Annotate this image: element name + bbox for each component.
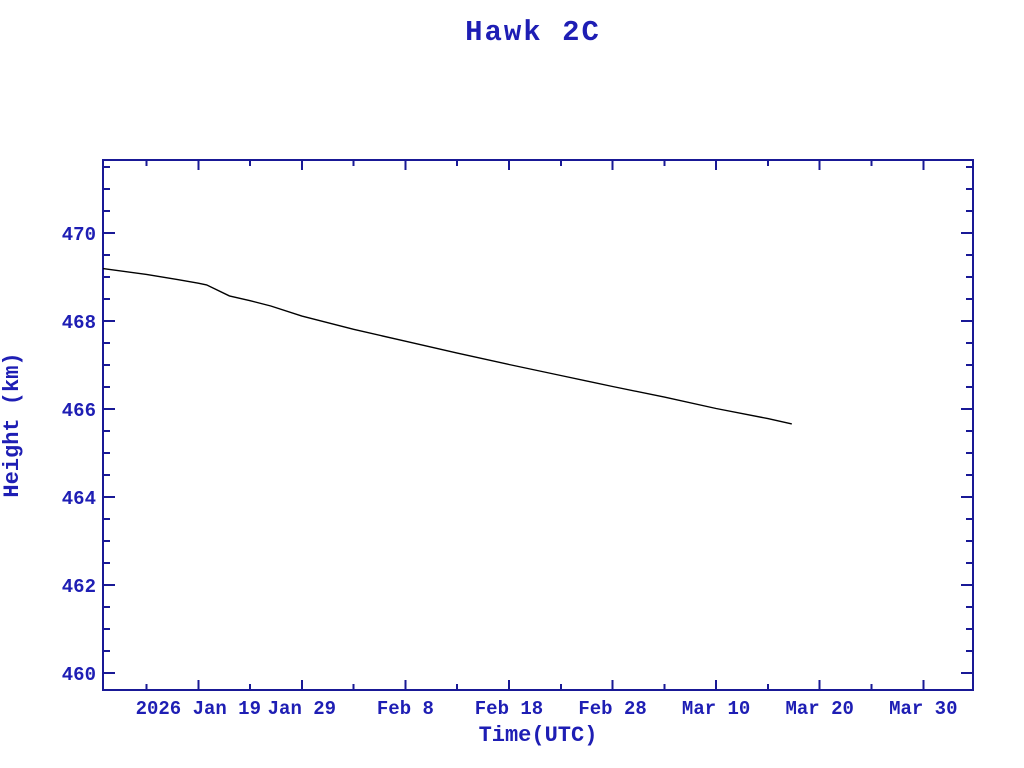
y-tick-label: 464	[62, 488, 96, 510]
x-tick-label: Feb 28	[578, 698, 646, 720]
y-tick-label: 466	[62, 400, 96, 422]
x-axis-title: Time(UTC)	[479, 723, 598, 748]
y-tick-label: 460	[62, 664, 96, 686]
x-tick-label: Feb 18	[475, 698, 543, 720]
x-tick-label: Mar 10	[682, 698, 750, 720]
axis-ticks	[103, 160, 973, 690]
x-tick-label: Feb 8	[377, 698, 434, 720]
x-tick-label: Jan 29	[268, 698, 336, 720]
x-tick-labels: 2026 Jan 19 Jan 29 Feb 8 Feb 18 Feb 28 Mar 10…	[136, 698, 958, 720]
y-tick-labels: 460 462 464 466 468 470	[62, 224, 96, 686]
y-tick-label: 468	[62, 312, 96, 334]
chart-title: Hawk 2C	[465, 16, 601, 49]
height-series-line	[102, 267, 792, 425]
y-tick-label: 462	[62, 576, 96, 598]
plot-frame	[102, 159, 974, 691]
x-tick-label: 2026 Jan 19	[136, 698, 261, 720]
x-tick-label: Mar 20	[786, 698, 854, 720]
y-axis-title: Height (km)	[0, 352, 25, 497]
y-tick-label: 470	[62, 224, 96, 246]
x-tick-label: Mar 30	[889, 698, 957, 720]
